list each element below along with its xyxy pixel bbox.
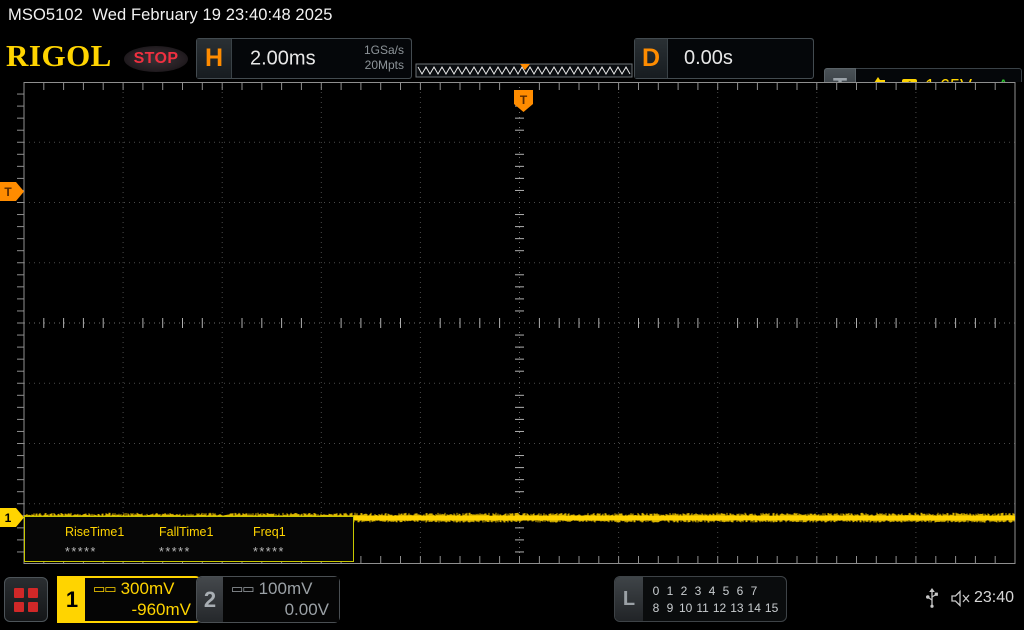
channel-2-scale: 100mV [258,579,313,598]
logic-channel-8[interactable]: 8 [652,600,660,615]
apps-menu-button[interactable] [4,577,48,622]
usb-icon [926,588,938,608]
logic-channel-12[interactable]: 12 [712,600,727,615]
timebase-value: 2.00ms [250,47,316,69]
delay-letter: D [635,39,668,78]
logic-channel-10[interactable]: 10 [679,600,693,615]
logic-channel-0[interactable]: 0 [652,583,660,598]
measurement-value: ***** [159,545,191,559]
measurement-value: ***** [253,545,285,559]
apps-grid-icon [14,587,38,612]
measurement-item[interactable]: Freq1 ***** [253,525,347,559]
channel-2-settings: ▭▭ 100mV 0.00V [223,577,339,622]
logic-channel-14[interactable]: 14 [747,600,761,615]
memory-depth-value: 20Mpts [364,58,404,72]
delay-panel[interactable]: D 0.00s [634,38,814,79]
channel-1-number: 1 [59,578,85,621]
channel1-waveform-trace [24,512,1015,523]
channel-1-offset: -960mV [131,600,191,619]
channel-2-offset: 0.00V [284,600,329,619]
channel-1-card[interactable]: 1 ▭▭ 300mV -960mV [57,576,203,623]
measurement-item[interactable]: FallTime1 ***** [159,525,253,559]
channel-1-settings: ▭▭ 300mV -960mV [85,578,201,621]
graticule-grid [17,82,1016,564]
horizontal-timebase-panel[interactable]: H 2.00ms 1GSa/s 20Mpts [196,38,412,79]
logic-channel-2[interactable]: 2 [680,583,688,598]
logic-channel-11[interactable]: 11 [696,600,709,615]
sample-rate-value: 1GSa/s [363,43,404,57]
trigger-position-marker[interactable]: T [514,90,533,112]
trigger-position-marker-label: T [520,93,528,107]
rigol-logo: RIGOL [6,38,112,73]
measurement-name: FallTime1 [159,525,214,539]
title-bar: MSO5102 Wed February 19 23:40:48 2025 [0,0,1024,30]
channel-2-card[interactable]: 2 ▭▭ 100mV 0.00V [196,576,340,623]
logic-letter: L [615,577,643,621]
dc-coupling-icon: ▭▭ [93,581,117,596]
measurement-name: RiseTime1 [65,525,125,539]
trigger-level-marker-label: T [4,185,12,199]
model-datetime-text: MSO5102 Wed February 19 23:40:48 2025 [8,5,333,24]
measurement-value: ***** [65,545,97,559]
delay-readout[interactable]: 0.00s [668,39,813,78]
dc-coupling-icon: ▭▭ [231,581,255,596]
waveform-preview-strip[interactable] [414,63,634,78]
logic-channel-5[interactable]: 5 [722,583,730,598]
delay-value: 0.00s [684,47,733,69]
channel-2-number: 2 [197,577,223,622]
measurement-item[interactable]: RiseTime1 ***** [65,525,159,559]
acquisition-info: 1GSa/s 20Mpts [364,43,404,73]
trigger-level-marker[interactable]: T [0,182,24,201]
speaker-muted-icon[interactable] [951,590,971,607]
channel1-ground-marker[interactable]: 1 [0,508,24,527]
logic-row-lower: 8 9 10 11 12 13 14 15 [651,600,779,617]
channel-1-scale: 300mV [120,579,175,598]
logic-channel-3[interactable]: 3 [694,583,702,598]
logic-channel-13[interactable]: 13 [730,600,744,615]
logic-channel-9[interactable]: 9 [666,600,674,615]
top-toolbar: RIGOL STOP H 2.00ms 1GSa/s 20Mpts Measur… [0,30,1024,108]
measurement-name: Freq1 [253,525,286,539]
logic-channel-6[interactable]: 6 [736,583,744,598]
logic-channel-4[interactable]: 4 [708,583,716,598]
waveform-display-area[interactable]: T T 1 RiseTime1 ***** FallTime1 ***** Fr… [0,82,1024,570]
logic-channel-7[interactable]: 7 [750,583,758,598]
logic-channel-15[interactable]: 15 [764,600,779,615]
horizontal-letter: H [197,39,232,78]
system-clock: 23:40 [974,589,1015,606]
run-state-badge[interactable]: STOP [124,46,188,72]
run-state-label: STOP [133,50,179,67]
horizontal-readout[interactable]: 2.00ms 1GSa/s 20Mpts [232,39,411,78]
measurement-results-box[interactable]: RiseTime1 ***** FallTime1 ***** Freq1 **… [24,516,354,562]
logic-channel-1[interactable]: 1 [666,583,674,598]
channel1-ground-marker-label: 1 [5,511,12,525]
